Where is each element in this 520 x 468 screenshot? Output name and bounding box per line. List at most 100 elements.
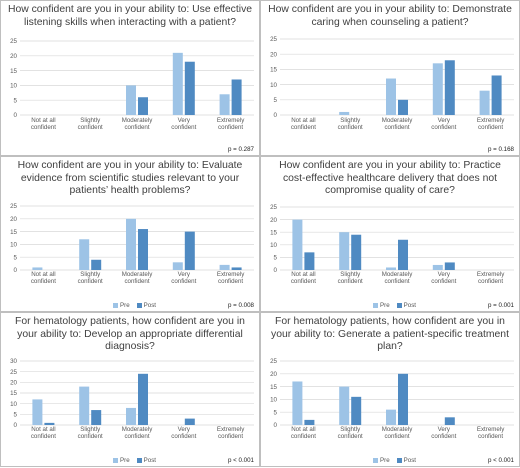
x-tick-label: confident: [31, 433, 56, 440]
x-tick-label: Very: [438, 117, 451, 124]
bar-pre: [219, 264, 230, 270]
y-tick-label: 10: [270, 242, 277, 249]
x-tick-label: Slightly: [340, 426, 361, 433]
chart-panel: For hematology patients, how confident a…: [0, 312, 260, 467]
x-tick-label: Very: [438, 426, 451, 433]
x-tick-label: Slightly: [340, 117, 361, 124]
y-tick-label: 0: [14, 112, 18, 119]
legend: Pre Post: [113, 457, 160, 464]
x-tick-label: Not at all: [31, 271, 55, 278]
bar-pre: [339, 386, 350, 425]
x-tick-label: Moderately: [382, 117, 414, 124]
x-tick-label: confident: [384, 124, 409, 131]
x-tick-label: Very: [178, 426, 191, 433]
y-tick-label: 5: [274, 255, 278, 262]
x-tick-label: confident: [478, 278, 503, 285]
legend-swatch: [136, 458, 142, 463]
legend-swatch: [113, 303, 118, 308]
p-value: p = 0.008: [228, 302, 254, 309]
p-value: p = 0.168: [488, 146, 514, 153]
y-tick-label: 15: [270, 384, 277, 391]
legend-label: Post: [143, 457, 157, 464]
bar-pre: [79, 386, 90, 425]
x-tick-label: Moderately: [382, 271, 414, 278]
y-tick-label: 10: [10, 242, 17, 249]
legend-label: Post: [403, 302, 417, 309]
legend-label: Post: [403, 457, 417, 464]
x-tick-label: Extremely: [217, 426, 245, 433]
bar-post: [304, 419, 315, 425]
bar-post: [91, 259, 102, 270]
bar-pre: [219, 94, 230, 115]
chart-title: For hematology patients, how confident a…: [271, 316, 509, 352]
chart-panel: How confident are you in your ability to…: [260, 156, 520, 312]
y-tick-label: 0: [274, 422, 278, 429]
y-tick-label: 25: [10, 203, 17, 210]
y-tick-label: 25: [10, 38, 17, 45]
x-tick-label: confident: [384, 278, 409, 285]
legend-label: Pre: [120, 457, 130, 464]
chart-title: How confident are you in your ability to…: [17, 160, 243, 196]
legend-swatch: [373, 303, 378, 308]
y-tick-label: 0: [274, 267, 278, 274]
legend: Pre Post: [113, 302, 160, 309]
bar-post: [138, 229, 148, 270]
bar-pre: [172, 262, 183, 270]
bar-post: [351, 234, 362, 270]
x-tick-label: confident: [78, 278, 103, 285]
x-tick-label: Not at all: [291, 117, 315, 124]
bar-post: [491, 75, 502, 115]
chart-panel: How confident are you in your ability to…: [0, 156, 260, 312]
legend-label: Pre: [380, 457, 390, 464]
legend-swatch: [396, 303, 402, 308]
x-tick-label: Not at all: [291, 271, 315, 278]
legend-label: Post: [143, 302, 157, 309]
x-tick-label: Not at all: [31, 117, 55, 124]
bar-pre: [339, 111, 350, 115]
y-tick-label: 25: [270, 358, 277, 365]
bar-pre: [126, 407, 136, 425]
y-tick-label: 15: [270, 229, 277, 236]
x-tick-label: confident: [124, 433, 149, 440]
bar-post: [44, 422, 55, 425]
legend-label: Pre: [380, 302, 390, 309]
bar-pre: [79, 239, 90, 270]
y-tick-label: 20: [270, 371, 277, 378]
bar-pre: [339, 232, 350, 270]
bar-pre: [32, 267, 43, 270]
y-tick-label: 10: [10, 401, 17, 408]
x-tick-label: confident: [431, 433, 456, 440]
bar-pre: [292, 381, 303, 425]
x-tick-label: confident: [31, 278, 56, 285]
x-tick-label: confident: [291, 433, 316, 440]
x-tick-label: Moderately: [382, 426, 414, 433]
x-tick-label: Slightly: [80, 271, 101, 278]
y-tick-label: 5: [274, 409, 278, 416]
x-tick-label: Not at all: [291, 426, 315, 433]
bar-post: [184, 231, 195, 270]
x-tick-label: Moderately: [122, 271, 154, 278]
x-tick-label: confident: [218, 124, 243, 131]
x-tick-label: Extremely: [477, 117, 505, 124]
bar-pre: [292, 219, 303, 270]
x-tick-label: confident: [171, 124, 196, 131]
x-tick-label: confident: [171, 433, 196, 440]
x-tick-label: confident: [31, 124, 56, 131]
chart-panel: How confident are you in your ability to…: [0, 0, 260, 156]
bar-pre: [432, 264, 443, 270]
y-tick-label: 10: [270, 82, 277, 89]
legend: Pre Post: [373, 302, 420, 309]
legend-swatch: [396, 458, 402, 463]
chart-title: How confident are you in your ability to…: [279, 160, 501, 196]
p-value: p < 0.001: [488, 457, 514, 464]
y-tick-label: 0: [14, 422, 18, 429]
bar-post: [184, 418, 195, 425]
bar-pre: [386, 267, 396, 270]
x-tick-label: confident: [124, 124, 149, 131]
bar-post: [444, 262, 455, 270]
legend-item: Post: [136, 302, 157, 309]
x-tick-label: confident: [291, 278, 316, 285]
